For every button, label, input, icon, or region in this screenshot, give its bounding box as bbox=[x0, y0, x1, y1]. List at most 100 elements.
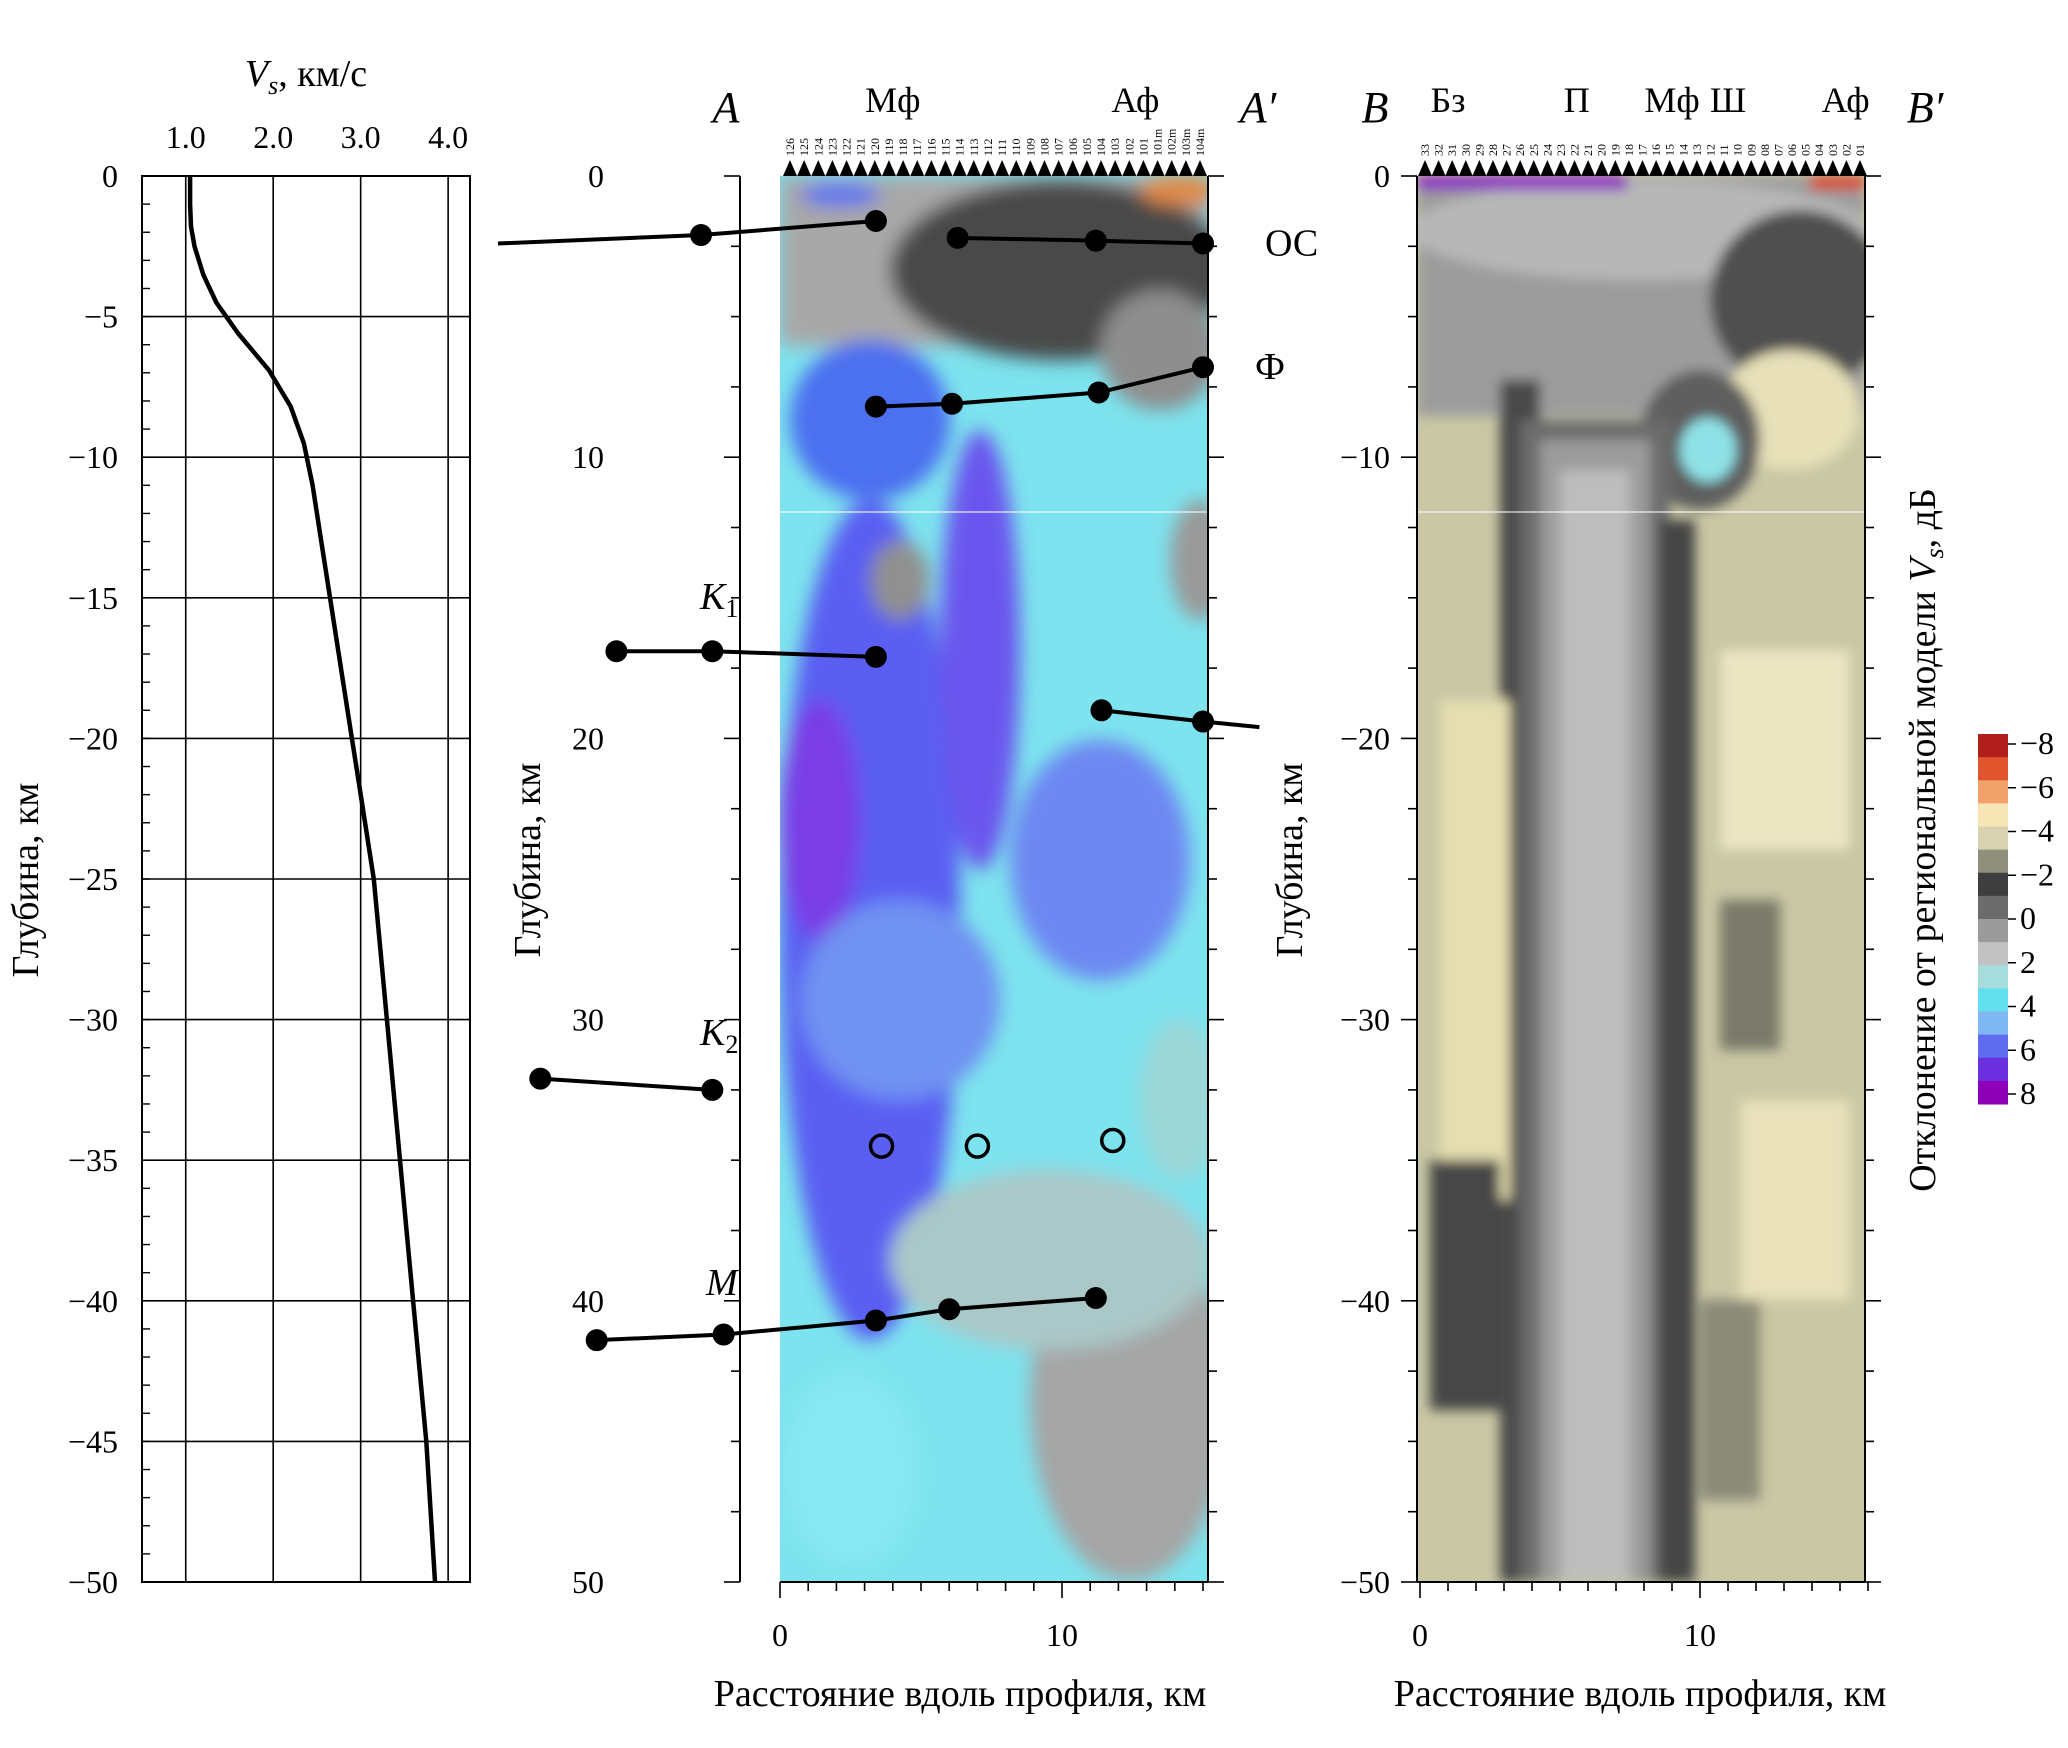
section-a-boundary-point bbox=[1084, 1286, 1107, 1309]
section-b-station-marker bbox=[1553, 160, 1568, 176]
section-b-station-marker bbox=[1472, 160, 1487, 176]
colorbar-swatch bbox=[1978, 780, 2008, 804]
section-b-ytick-label: −20 bbox=[1340, 720, 1390, 756]
section-a-boundary-line bbox=[540, 1076, 713, 1092]
section-a-station-marker bbox=[1065, 160, 1080, 176]
section-b-station-marker bbox=[1540, 160, 1555, 176]
section-a-boundary-label: M bbox=[705, 1262, 740, 1304]
section-a-station-marker bbox=[938, 160, 953, 176]
section-b-station-marker bbox=[1757, 160, 1772, 176]
section-a-boundary-line bbox=[875, 365, 1204, 409]
section-a-ytick-label: 40 bbox=[572, 1283, 604, 1319]
section-b-station-label: 31 bbox=[1445, 144, 1459, 156]
colorbar-swatch bbox=[1978, 895, 2008, 920]
colorbar-ticks: −8 −6 −4 −2 0 2 4 6 8 bbox=[2008, 725, 2054, 1111]
section-b-region-label: П bbox=[1564, 80, 1590, 120]
section-a-axes: 0 10 20 30 40 50 0 10 Мф Аф bbox=[572, 80, 1224, 1653]
section-a-xlabel: Расстояние вдоль профиля, км bbox=[714, 1673, 1207, 1715]
section-a-station-label: 115 bbox=[939, 138, 953, 156]
section-a-station-label: 125 bbox=[797, 138, 811, 156]
section-a-station-label: 103m bbox=[1179, 128, 1193, 156]
section-b-station-label: 02 bbox=[1839, 144, 1853, 156]
section-a-station-marker bbox=[1150, 160, 1165, 176]
section-b-station-label: 22 bbox=[1568, 144, 1582, 156]
section-a-open-point bbox=[964, 1133, 991, 1159]
section-a-station-label: 102 bbox=[1122, 138, 1136, 156]
section-b-station-marker bbox=[1689, 160, 1704, 176]
section-b-station-label: 01 bbox=[1853, 144, 1867, 156]
section-a-station-marker bbox=[783, 160, 797, 176]
section-b-station-label: 10 bbox=[1731, 144, 1745, 156]
section-a-station-label: 110 bbox=[1009, 138, 1023, 156]
section-b-xtick-label: 10 bbox=[1684, 1617, 1716, 1653]
section-a-station-label: 114 bbox=[953, 138, 967, 156]
section-a-station-marker bbox=[839, 160, 854, 176]
section-b-xlabel: Расстояние вдоль профиля, км bbox=[1394, 1673, 1887, 1715]
section-a-boundary-point bbox=[946, 226, 969, 249]
section-a-heatmap bbox=[780, 176, 1208, 1582]
section-b-region-label: Бз bbox=[1431, 80, 1466, 120]
vs-ytick-label: −50 bbox=[68, 1564, 118, 1600]
section-a-boundary-point bbox=[605, 640, 628, 663]
section-a-boundary-point bbox=[690, 224, 713, 247]
section-a-station-label: 107 bbox=[1052, 138, 1066, 156]
section-a-station-marker bbox=[924, 160, 939, 176]
section-b-station-label: 25 bbox=[1527, 144, 1541, 156]
section-a-station-marker bbox=[1009, 160, 1024, 176]
colorbar-tick-label: 6 bbox=[2020, 1031, 2036, 1067]
section-a-boundary-point bbox=[864, 645, 887, 668]
section-a-region-label: Аф bbox=[1111, 80, 1159, 120]
section-b-region-label: Мф bbox=[1644, 80, 1699, 120]
section-a-station-marker bbox=[1164, 160, 1179, 176]
vs-ytick-label: 0 bbox=[102, 158, 118, 194]
section-a-title-left: A bbox=[710, 83, 741, 132]
section-a-ytick-label: 0 bbox=[588, 158, 604, 194]
colorbar-swatch bbox=[1978, 919, 2008, 943]
section-a-stations: 126 125 124 123 122 121 120 119 118 117 116 115 114 1… bbox=[783, 128, 1207, 176]
section-b-ytick-label: −10 bbox=[1340, 439, 1390, 475]
vs-xtick-label: 2.0 bbox=[253, 119, 293, 155]
section-a-station-marker bbox=[1122, 160, 1137, 176]
colorbar-swatch bbox=[1978, 803, 2008, 827]
section-a-station-marker bbox=[1178, 160, 1193, 176]
section-a-station-marker bbox=[1094, 160, 1109, 176]
colorbar-swatches bbox=[1978, 734, 2008, 1105]
vs-ytick-label: −5 bbox=[84, 299, 118, 335]
section-a-ytick-label: 50 bbox=[572, 1564, 604, 1600]
section-b-station-label: 03 bbox=[1826, 144, 1840, 156]
section-b-station-label: 18 bbox=[1622, 144, 1636, 156]
section-b-station-marker bbox=[1567, 160, 1582, 176]
section-a-station-label: 118 bbox=[896, 138, 910, 156]
section-b-station-label: 06 bbox=[1785, 144, 1799, 156]
section-a-station-marker bbox=[1051, 160, 1066, 176]
vs-profile-ticks: 1.0 2.0 3.0 4.0 0 −5 −10 −15 −20 −25 −30 −35 −40 −45 −… bbox=[68, 119, 468, 1600]
colorbar-swatch bbox=[1978, 826, 2008, 851]
colorbar-label: Отклонение от региональной модели Vs, дБ bbox=[1902, 488, 1949, 1192]
colorbar-tick-label: 2 bbox=[2020, 944, 2036, 980]
section-a-station-label: 113 bbox=[967, 138, 981, 156]
section-a-region-label: Мф bbox=[865, 80, 920, 120]
section-a-station-label: 101 bbox=[1136, 138, 1150, 156]
section-a-boundary-point bbox=[938, 1298, 961, 1321]
section-b-station-marker bbox=[1621, 160, 1636, 176]
section-a-station-label: 105 bbox=[1080, 138, 1094, 156]
section-a-ytick-label: 10 bbox=[572, 439, 604, 475]
section-b-station-label: 08 bbox=[1758, 144, 1772, 156]
section-a-title-right: A′ bbox=[1237, 83, 1278, 132]
colorbar-swatch bbox=[1978, 1057, 2008, 1082]
section-a-open-point bbox=[1100, 1127, 1126, 1154]
section-a-panel: 0 10 20 30 40 50 0 10 Мф Аф 126 125 124 123 122 121 120… bbox=[497, 80, 1318, 1715]
section-a-station-marker bbox=[811, 160, 826, 176]
section-b-station-label: 13 bbox=[1690, 144, 1704, 156]
section-b-xtick-label: 0 bbox=[1412, 1617, 1428, 1653]
section-b-station-label: 23 bbox=[1554, 144, 1568, 156]
section-a-boundary-label: K2 bbox=[699, 1012, 738, 1059]
section-a-station-label: 126 bbox=[783, 138, 797, 156]
section-a-boundary-point bbox=[864, 209, 887, 232]
section-a-station-marker bbox=[1079, 160, 1094, 176]
vs-ytick-label: −35 bbox=[68, 1142, 118, 1178]
section-b-station-label: 14 bbox=[1676, 144, 1690, 156]
section-a-station-label: 124 bbox=[811, 138, 825, 156]
section-a-station-marker bbox=[952, 160, 967, 176]
